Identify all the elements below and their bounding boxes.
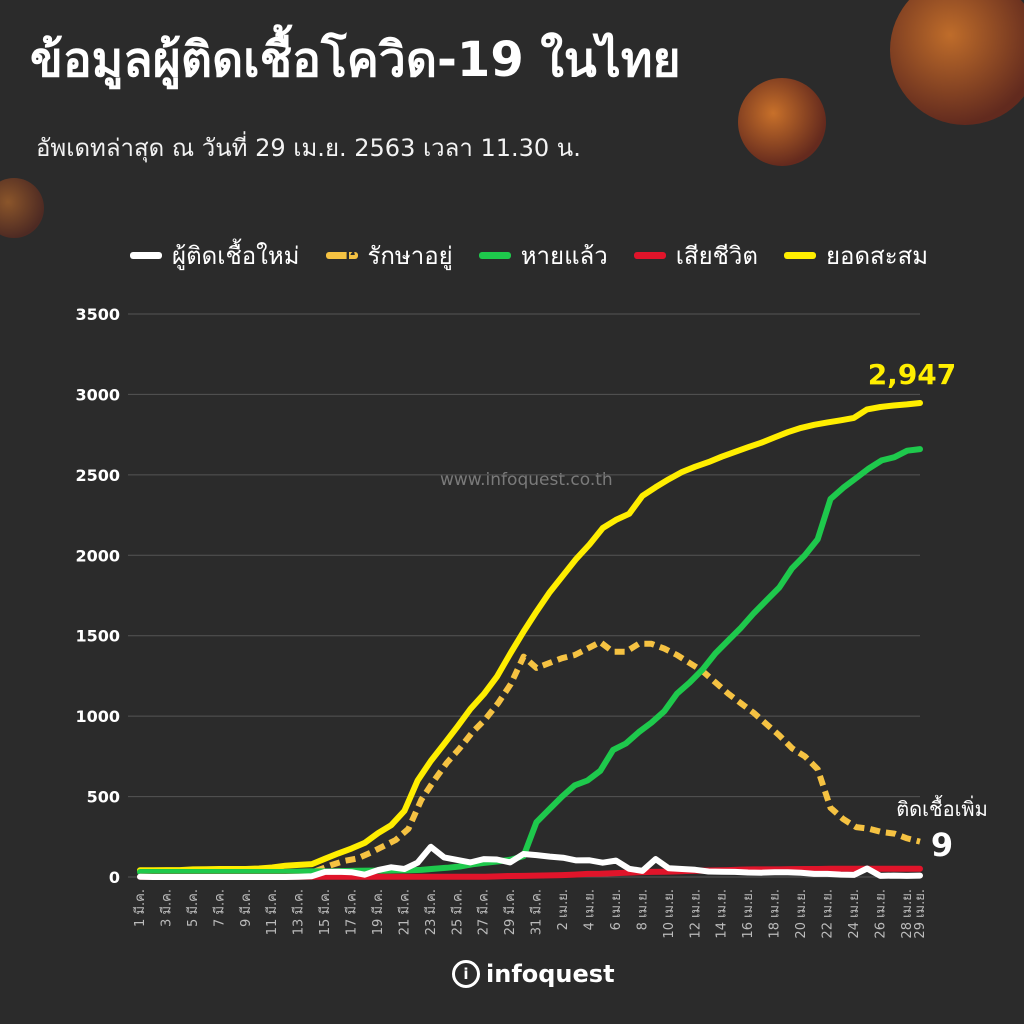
- x-tick-label: 3 มี.ค.: [158, 889, 174, 927]
- legend-swatch: [325, 252, 358, 259]
- series-line: [137, 400, 923, 874]
- legend-item: เสียชีวิต: [633, 236, 758, 275]
- page-title: ข้อมูลผู้ติดเชื้อโควิด-19 ในไทย: [30, 32, 681, 88]
- legend-swatch: [633, 252, 666, 259]
- brand-name: infoquest: [486, 960, 615, 988]
- x-tick-label: 31 มี.ค.: [529, 889, 545, 935]
- x-tick-label: 29 เม.ย.: [913, 889, 928, 939]
- virus-icon: [738, 78, 826, 166]
- legend-label: ผู้ติดเชื้อใหม่: [172, 242, 300, 270]
- x-tick-label: 23 มี.ค.: [423, 889, 439, 935]
- series-line: [137, 446, 923, 875]
- x-tick-label: 5 มี.ค.: [185, 889, 201, 927]
- x-tick-label: 24 เม.ย.: [847, 889, 862, 939]
- x-tick-label: 21 มี.ค.: [396, 889, 412, 935]
- x-tick-label: 10 เม.ย.: [662, 889, 677, 939]
- legend-item: หายแล้ว: [478, 236, 608, 275]
- legend-item: รักษาอยู่: [325, 236, 453, 275]
- legend-swatch: [783, 252, 816, 259]
- x-tick-label: 26 เม.ย.: [873, 889, 888, 939]
- x-tick-label: 25 มี.ค.: [449, 889, 465, 935]
- legend-swatch: [130, 252, 162, 259]
- y-tick-label: 3500: [75, 305, 120, 324]
- x-tick-label: 18 เม.ย.: [768, 889, 783, 939]
- virus-illustration: [0, 0, 1024, 238]
- y-tick-label: 0: [109, 868, 120, 887]
- x-tick-label: 27 มี.ค.: [476, 889, 492, 935]
- x-tick-label: 1 มี.ค.: [132, 889, 148, 927]
- y-tick-label: 500: [87, 788, 120, 807]
- y-tick-label: 2000: [75, 546, 120, 565]
- legend-label: ยอดสะสม: [825, 242, 929, 270]
- x-tick-label: 14 เม.ย.: [715, 889, 730, 939]
- y-tick-label: 1500: [75, 627, 120, 646]
- legend-item: ยอดสะสม: [783, 236, 929, 275]
- x-tick-label: 4 เม.ย.: [582, 889, 597, 930]
- x-tick-label: 8 เม.ย.: [635, 889, 650, 930]
- virus-icon: [890, 0, 1024, 125]
- infoquest-logo: i infoquest: [452, 960, 615, 988]
- x-tick-label: 28 เม.ย.: [900, 889, 915, 939]
- update-timestamp: อัพเดทล่าสุด ณ วันที่ 29 เม.ย. 2563 เวลา…: [36, 134, 581, 162]
- x-tick-label: 6 เม.ย.: [609, 889, 624, 930]
- series-line: [137, 843, 923, 880]
- x-tick-label: 15 มี.ค.: [317, 889, 333, 935]
- x-tick-label: 2 เม.ย.: [556, 889, 571, 930]
- y-tick-label: 3000: [75, 385, 120, 404]
- x-tick-label: 12 เม.ย.: [688, 889, 703, 939]
- x-tick-label: 16 เม.ย.: [741, 889, 756, 939]
- total-value-label: 2,947: [868, 358, 957, 391]
- legend-label: หายแล้ว: [520, 242, 608, 270]
- x-tick-label: 29 มี.ค.: [502, 889, 518, 935]
- x-tick-label: 19 มี.ค.: [370, 889, 386, 935]
- x-tick-label: 9 มี.ค.: [238, 889, 254, 927]
- legend-swatch: [478, 252, 511, 259]
- y-tick-label: 2500: [75, 466, 120, 485]
- x-tick-label: 22 เม.ย.: [820, 889, 835, 939]
- x-tick-label: 17 มี.ค.: [344, 889, 360, 935]
- virus-icon: [0, 178, 44, 238]
- legend-label: เสียชีวิต: [675, 242, 758, 270]
- x-tick-label: 11 มี.ค.: [264, 889, 280, 935]
- line-chart: 0 500 1000 1500 2000 2500 3000 3500 1 มี.ค. 3 มี.…: [75, 305, 988, 939]
- info-icon: i: [452, 960, 480, 988]
- x-tick-label: 7 มี.ค.: [211, 889, 227, 927]
- y-tick-label: 1000: [75, 707, 120, 726]
- legend-item: ผู้ติดเชื้อใหม่: [130, 236, 300, 275]
- new-cases-value: 9: [931, 826, 953, 864]
- x-tick-label: 20 เม.ย.: [794, 889, 809, 939]
- x-tick-label: 13 มี.ค.: [291, 889, 307, 935]
- new-cases-caption: ติดเชื้อเพิ่ม: [896, 795, 988, 821]
- chart-legend: ผู้ติดเชื้อใหม่ รักษาอยู่ หายแล้ว เสียชีวิต…: [130, 236, 928, 275]
- legend-label: รักษาอยู่: [367, 242, 453, 270]
